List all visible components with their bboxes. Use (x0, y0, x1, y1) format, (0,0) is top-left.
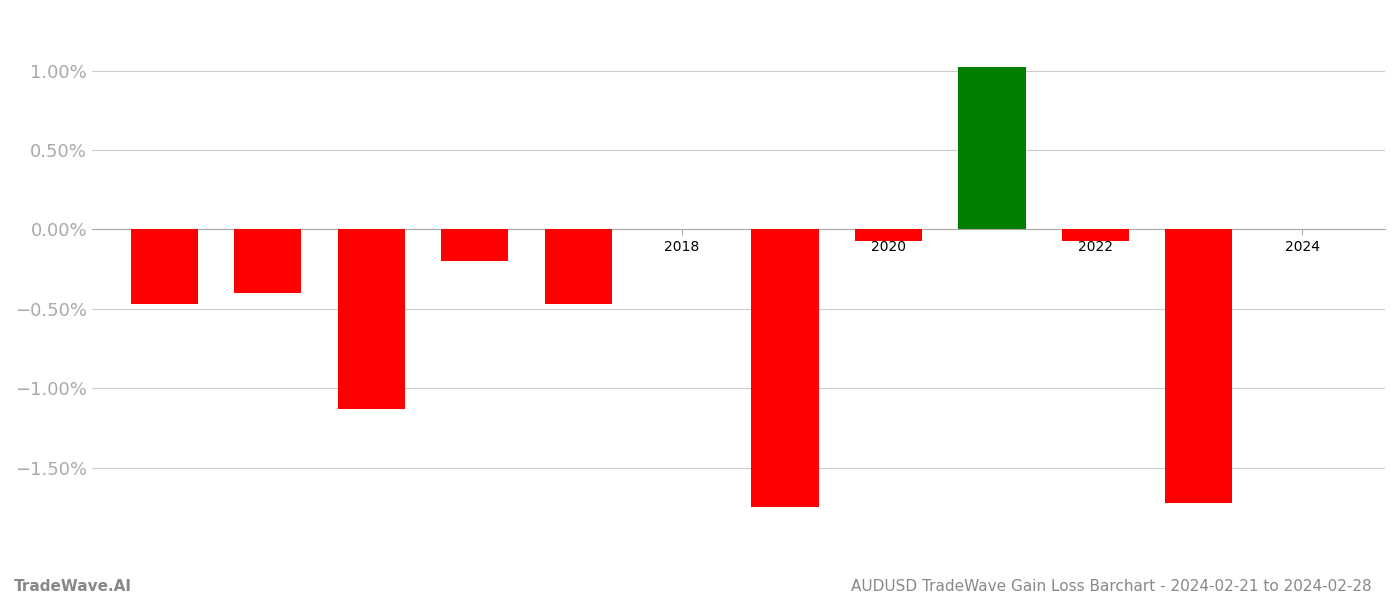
Bar (545, 229, 612, 304)
Bar (959, 67, 1026, 229)
Bar (130, 229, 197, 304)
Bar (855, 229, 923, 241)
Bar (337, 229, 405, 409)
Text: TradeWave.AI: TradeWave.AI (14, 579, 132, 594)
Bar (752, 229, 819, 508)
Bar (234, 229, 301, 293)
Bar (1061, 229, 1128, 241)
Bar (1165, 229, 1232, 503)
Text: AUDUSD TradeWave Gain Loss Barchart - 2024-02-21 to 2024-02-28: AUDUSD TradeWave Gain Loss Barchart - 20… (851, 579, 1372, 594)
Bar (441, 229, 508, 261)
